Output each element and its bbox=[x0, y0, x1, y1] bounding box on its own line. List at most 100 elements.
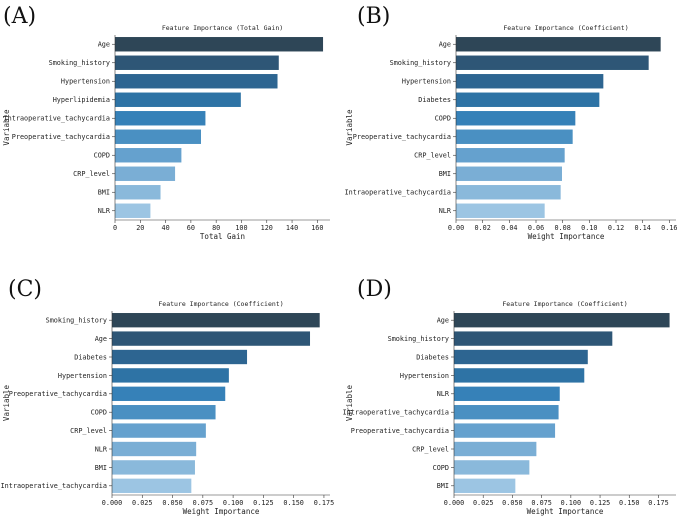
x-tick-label: 20 bbox=[136, 224, 144, 232]
x-tick-label: 0.025 bbox=[473, 499, 493, 507]
category-label: CRP_level bbox=[70, 427, 107, 435]
x-tick-label: 0.150 bbox=[619, 499, 639, 507]
category-label: COPD bbox=[91, 409, 107, 417]
bar-smoking-history bbox=[454, 331, 613, 346]
category-label: Age bbox=[439, 41, 451, 49]
x-tick-label: 0.16 bbox=[661, 224, 677, 232]
bar-nlr bbox=[115, 203, 151, 218]
bar-nlr bbox=[456, 203, 545, 218]
x-tick-label: 0.08 bbox=[554, 224, 570, 232]
bar-age bbox=[456, 37, 661, 52]
bar-smoking-history bbox=[112, 313, 320, 328]
x-tick-label: 0.00 bbox=[448, 224, 464, 232]
category-label: Preoperative_tachycardia bbox=[9, 390, 107, 398]
y-axis-label: Variable bbox=[2, 384, 11, 421]
chart-panel-a: (A) Feature Importance (Total Gain) Age Smo… bbox=[2, 4, 330, 241]
bar-age bbox=[112, 331, 311, 346]
chart-title: Feature Importance (Coefficient) bbox=[158, 300, 283, 308]
category-label: BMI bbox=[437, 482, 449, 490]
chart-panel-c: (C) Feature Importance (Coefficient) Smoki… bbox=[1, 277, 335, 516]
category-label: Preoperative_tachycardia bbox=[351, 427, 449, 435]
x-tick-label: 0.06 bbox=[528, 224, 544, 232]
bar-hypertension bbox=[454, 368, 585, 383]
category-label: CRP_level bbox=[414, 152, 451, 160]
category-label: Preoperative_tachycardia bbox=[353, 133, 451, 141]
category-label: Intraoperative_tachycardia bbox=[343, 409, 449, 417]
category-label: Smoking_history bbox=[49, 59, 110, 67]
x-tick-label: 0.175 bbox=[314, 499, 334, 507]
x-tick-label: 0.050 bbox=[502, 499, 522, 507]
x-tick-label: 0.10 bbox=[581, 224, 597, 232]
category-label: Hypertension bbox=[61, 78, 110, 86]
category-label: Hyperlipidemia bbox=[53, 96, 110, 104]
y-axis-label: Variable bbox=[345, 384, 354, 421]
bar-hypertension bbox=[115, 74, 278, 89]
category-label: NLR bbox=[95, 445, 108, 453]
bar-hypertension bbox=[456, 74, 604, 89]
category-label: COPD bbox=[433, 464, 449, 472]
x-tick-label: 0.100 bbox=[223, 499, 243, 507]
y-axis-label: Variable bbox=[2, 109, 11, 146]
chart-title: Feature Importance (Total Gain) bbox=[162, 24, 283, 32]
bar-copd bbox=[112, 405, 216, 420]
bar-bmi bbox=[115, 185, 161, 200]
bar-smoking-history bbox=[456, 55, 649, 70]
category-label: Hypertension bbox=[400, 372, 449, 380]
bar-diabetes bbox=[454, 349, 588, 365]
x-axis-label: Total Gain bbox=[200, 232, 245, 241]
chart-title: Feature Importance (Coefficient) bbox=[502, 300, 627, 308]
category-label: Intraoperative_tachycardia bbox=[345, 189, 451, 197]
x-tick-label: 0.175 bbox=[648, 499, 668, 507]
bar-nlr bbox=[112, 441, 197, 457]
category-label: Smoking_history bbox=[388, 335, 449, 343]
bar-intraoperative-tachycardia bbox=[454, 405, 559, 420]
bar-diabetes bbox=[456, 92, 600, 107]
bar-preoperative-tachycardia bbox=[454, 423, 556, 438]
category-label: Age bbox=[95, 335, 107, 343]
x-tick-label: 100 bbox=[235, 224, 247, 232]
category-label: Smoking_history bbox=[46, 317, 107, 325]
bar-age bbox=[454, 313, 670, 328]
bar-age bbox=[115, 37, 324, 52]
bar-preoperative-tachycardia bbox=[115, 129, 201, 144]
x-tick-label: 80 bbox=[212, 224, 220, 232]
x-tick-label: 140 bbox=[286, 224, 298, 232]
bar-nlr bbox=[454, 386, 560, 401]
x-tick-label: 0.04 bbox=[501, 224, 517, 232]
chart-panel-d: (D) Feature Importance (Coefficient) Age Sm… bbox=[343, 277, 676, 516]
bar-preoperative-tachycardia bbox=[456, 129, 573, 144]
category-label: NLR bbox=[437, 390, 450, 398]
y-axis-label: Variable bbox=[345, 109, 354, 146]
bar-copd bbox=[454, 460, 530, 475]
panel-letter: (C) bbox=[8, 277, 42, 302]
bar-intraoperative-tachycardia bbox=[115, 111, 206, 126]
bar-copd bbox=[115, 148, 182, 163]
bar-crp-level bbox=[112, 423, 206, 438]
x-tick-label: 0.075 bbox=[531, 499, 551, 507]
category-label: Hypertension bbox=[58, 372, 107, 380]
x-tick-label: 160 bbox=[311, 224, 323, 232]
category-label: Diabetes bbox=[418, 96, 451, 104]
category-label: BMI bbox=[98, 189, 110, 197]
bar-preoperative-tachycardia bbox=[112, 386, 226, 401]
x-axis-label: Weight Importance bbox=[528, 232, 605, 241]
x-tick-label: 0.000 bbox=[102, 499, 122, 507]
category-label: Age bbox=[437, 317, 449, 325]
category-label: CRP_level bbox=[73, 170, 110, 178]
category-label: Intraoperative_tachycardia bbox=[1, 482, 107, 490]
x-tick-label: 0.075 bbox=[193, 499, 213, 507]
bar-crp-level bbox=[454, 441, 537, 457]
x-tick-label: 60 bbox=[187, 224, 195, 232]
panel-letter: (A) bbox=[3, 4, 36, 29]
x-tick-label: 0.125 bbox=[253, 499, 273, 507]
category-label: Diabetes bbox=[74, 353, 107, 361]
bar-intraoperative-tachycardia bbox=[112, 478, 192, 493]
x-tick-label: 0.12 bbox=[608, 224, 624, 232]
x-tick-label: 0.050 bbox=[162, 499, 182, 507]
bar-smoking-history bbox=[115, 55, 279, 70]
panel-letter: (D) bbox=[357, 277, 392, 302]
x-tick-label: 0.125 bbox=[590, 499, 610, 507]
x-axis-label: Weight Importance bbox=[527, 507, 604, 516]
bar-crp-level bbox=[456, 148, 565, 163]
